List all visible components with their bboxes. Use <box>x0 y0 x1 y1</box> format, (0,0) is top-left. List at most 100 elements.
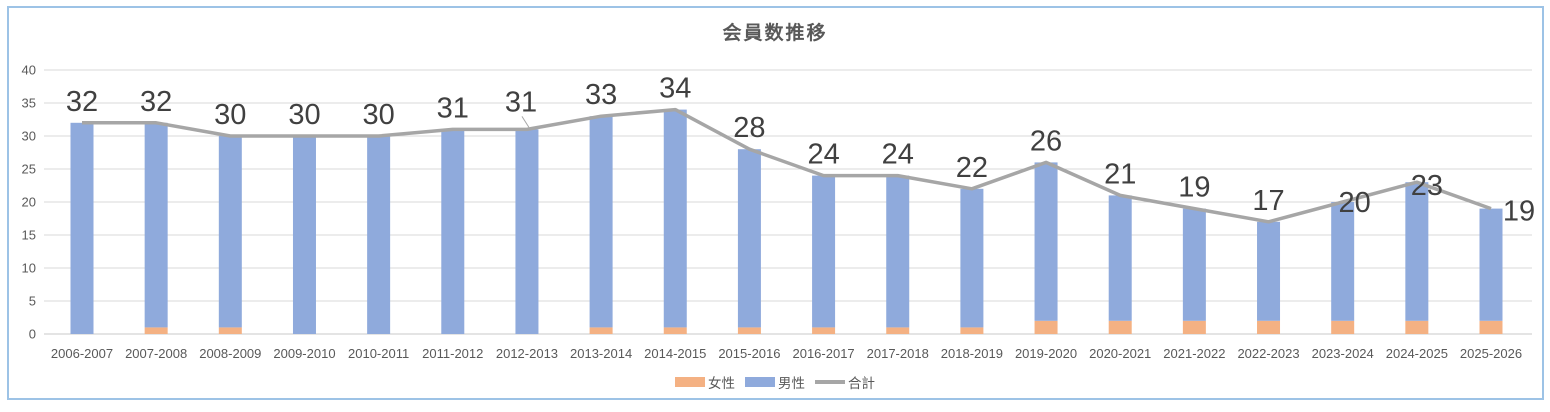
data-label: 19 <box>1178 172 1210 204</box>
chart-border[interactable] <box>7 6 1544 400</box>
legend-label-total: 合計 <box>848 376 875 391</box>
data-label: 24 <box>882 139 914 171</box>
legend-item-male[interactable]: 男性 <box>745 372 805 392</box>
total-line <box>82 107 1492 224</box>
bar-segment-male <box>144 122 168 328</box>
legend-label-female: 女性 <box>708 376 735 391</box>
bar-segment-female <box>960 327 984 334</box>
legend: 女性 男性 合計 <box>0 372 1550 392</box>
bar-segment-female <box>812 327 836 334</box>
total-line-swatch-icon <box>815 380 845 384</box>
x-tick-label: 2007-2008 <box>125 346 187 361</box>
bar-segment-female <box>1108 320 1132 334</box>
data-label: 31 <box>505 86 537 118</box>
data-label: 22 <box>956 152 988 184</box>
bar-segment-female <box>886 327 910 334</box>
chart-title: 会員数推移 <box>722 23 828 44</box>
bar-segment-male <box>367 136 391 334</box>
x-tick-label: 2014-2015 <box>644 346 706 361</box>
y-tick-label: 10 <box>22 261 36 276</box>
x-tick-label: 2025-2026 <box>1460 346 1522 361</box>
data-label: 23 <box>1411 170 1443 202</box>
label-leader-line <box>521 116 530 128</box>
x-tick-label: 2022-2023 <box>1237 346 1299 361</box>
legend-item-total[interactable]: 合計 <box>815 372 875 392</box>
bar-segment-male <box>1257 221 1281 321</box>
data-label: 20 <box>1339 187 1371 219</box>
y-tick-label: 25 <box>22 162 36 177</box>
female-swatch-icon <box>675 377 705 387</box>
y-tick-label: 30 <box>22 129 36 144</box>
bar-segment-female <box>1479 320 1503 334</box>
x-tick-label: 2024-2025 <box>1386 346 1448 361</box>
bar-segment-male <box>1405 182 1429 321</box>
data-label: 31 <box>437 92 469 124</box>
y-tick-label: 15 <box>22 228 36 243</box>
bar-segment-male <box>1182 208 1206 321</box>
x-tick-label: 2012-2013 <box>496 346 558 361</box>
y-tick-label: 5 <box>29 294 36 309</box>
bar-segment-male <box>1479 208 1503 321</box>
data-label: 28 <box>733 112 765 144</box>
data-label: 30 <box>288 99 320 131</box>
bar-segment-female <box>1034 320 1058 334</box>
data-label: 33 <box>585 79 617 111</box>
x-tick-label: 2015-2016 <box>718 346 780 361</box>
bar-segment-male <box>1108 195 1132 321</box>
bar-segment-female <box>1331 320 1355 334</box>
bar-segment-female <box>1182 320 1206 334</box>
bar-segment-male <box>292 136 316 334</box>
x-tick-label: 2020-2021 <box>1089 346 1151 361</box>
y-tick-label: 20 <box>22 195 36 210</box>
y-tick-label: 40 <box>22 63 36 78</box>
x-tick-label: 2021-2022 <box>1163 346 1225 361</box>
bar-segment-male <box>515 129 539 334</box>
bar-segment-male <box>812 175 836 328</box>
data-label: 30 <box>362 99 394 131</box>
bar-segment-male <box>589 116 613 328</box>
x-tick-label: 2018-2019 <box>941 346 1003 361</box>
bar-segment-female <box>1257 320 1281 334</box>
bar-segment-male <box>218 136 242 328</box>
bar-segment-male <box>441 129 465 334</box>
x-tick-label: 2017-2018 <box>867 346 929 361</box>
x-tick-label: 2008-2009 <box>199 346 261 361</box>
data-label: 21 <box>1104 158 1136 190</box>
bar-segment-male <box>886 175 910 328</box>
bar-segment-female <box>663 327 687 334</box>
data-label: 32 <box>140 86 172 118</box>
y-tick-label: 0 <box>29 327 36 342</box>
data-label: 17 <box>1252 185 1284 217</box>
legend-label-male: 男性 <box>778 376 805 391</box>
bar-segment-female <box>1405 320 1429 334</box>
bar-segment-male <box>960 188 984 328</box>
legend-item-female[interactable]: 女性 <box>675 372 735 392</box>
x-tick-label: 2011-2012 <box>422 346 483 361</box>
bar-segment-male <box>1034 162 1058 321</box>
x-tick-label: 2019-2020 <box>1015 346 1077 361</box>
bar-segment-female <box>144 327 168 334</box>
male-swatch-icon <box>745 377 775 387</box>
x-tick-label: 2023-2024 <box>1312 346 1374 361</box>
bar-segment-female <box>737 327 761 334</box>
data-label: 32 <box>66 86 98 118</box>
x-tick-label: 2009-2010 <box>273 346 335 361</box>
x-tick-label: 2010-2011 <box>348 346 409 361</box>
data-label: 30 <box>214 99 246 131</box>
bar-segment-male <box>70 122 94 334</box>
bar-segment-female <box>589 327 613 334</box>
data-label: 19 <box>1503 196 1535 228</box>
bar-segment-female <box>218 327 242 334</box>
bar-segment-male <box>663 109 687 328</box>
y-tick-label: 35 <box>22 96 36 111</box>
bar-segment-male <box>1331 202 1355 321</box>
data-label: 34 <box>659 73 691 105</box>
x-tick-label: 2016-2017 <box>792 346 854 361</box>
data-label: 26 <box>1030 125 1062 157</box>
x-tick-label: 2013-2014 <box>570 346 632 361</box>
data-label: 24 <box>807 139 839 171</box>
bar-segment-male <box>737 149 761 328</box>
x-tick-label: 2006-2007 <box>51 346 113 361</box>
